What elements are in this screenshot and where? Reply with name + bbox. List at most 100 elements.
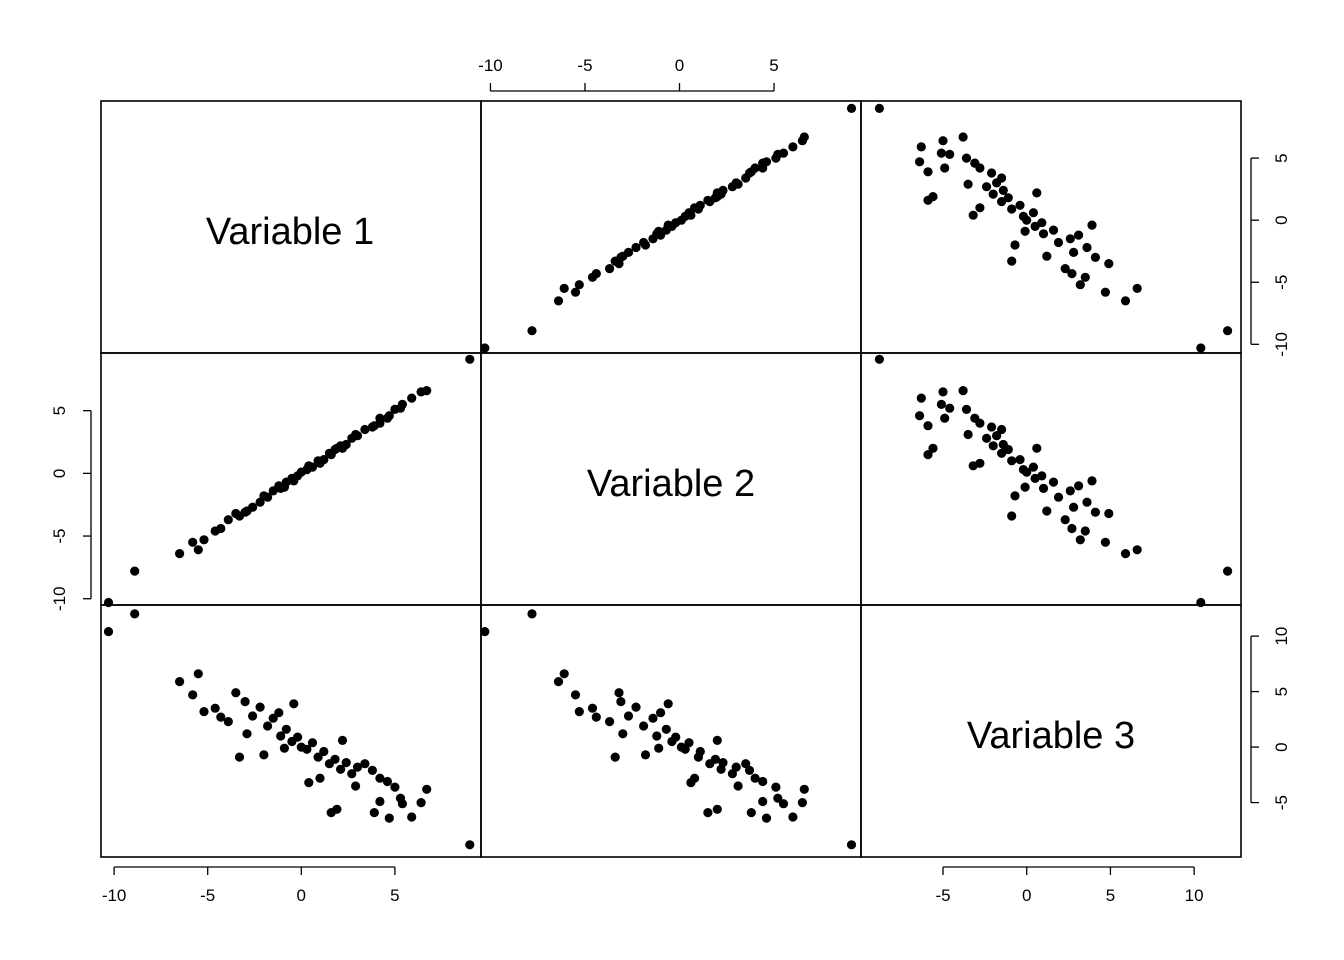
bottom-axis-var1-tick-label-2: 0 <box>297 886 306 905</box>
point-r2-c3-2 <box>1223 566 1233 576</box>
point-r2-c3-51 <box>1010 491 1020 501</box>
point-r1-c3-24 <box>1065 234 1075 244</box>
point-r1-c3-38 <box>982 182 992 192</box>
point-r1-c2-48 <box>663 220 673 230</box>
point-r3-c1-43 <box>375 796 385 807</box>
point-r1-c3-43 <box>940 163 950 173</box>
point-r3-c2-54 <box>733 781 743 791</box>
point-r3-c1-26 <box>281 724 291 734</box>
right-axis-var3-tick-label-2: 5 <box>1272 687 1291 696</box>
point-r2-c3-26 <box>1048 477 1059 487</box>
point-r3-c1-25 <box>276 731 286 741</box>
point-r1-c2-45 <box>778 148 789 158</box>
right-axis-var1-tick-label-3: 5 <box>1272 153 1291 162</box>
point-r3-c2-2 <box>527 609 537 619</box>
diag-label-variable-2: Variable 2 <box>587 463 755 505</box>
point-r2-c1-54 <box>351 429 361 440</box>
point-r2-c3-41 <box>928 443 938 453</box>
point-r3-c2-41 <box>712 804 722 814</box>
point-r1-c2-5 <box>788 142 798 152</box>
point-r3-c2-7 <box>771 782 781 792</box>
point-r3-c2-55 <box>654 743 664 753</box>
point-r2-c3-34 <box>997 448 1007 458</box>
point-r2-c1-50 <box>337 443 348 453</box>
point-r3-c1-17 <box>216 712 226 722</box>
point-r3-c2-0 <box>846 840 857 850</box>
point-r2-c1-11 <box>360 424 370 435</box>
point-r1-c3-41 <box>928 192 938 202</box>
point-r1-c3-1 <box>1196 343 1206 353</box>
point-r2-c3-0 <box>874 354 885 364</box>
point-r3-c1-37 <box>341 758 351 768</box>
point-r1-c2-47 <box>618 251 628 261</box>
point-r3-c1-39 <box>352 762 363 772</box>
point-r2-c3-53 <box>1074 481 1084 491</box>
panel-frame-r3-c3 <box>860 604 1242 858</box>
point-r2-c1-4 <box>422 386 432 396</box>
point-r3-c1-55 <box>279 743 289 753</box>
point-r1-c3-12 <box>1120 296 1131 306</box>
bottom-axis-var3-tick-label-3: 10 <box>1185 886 1204 905</box>
point-r1-c2-40 <box>703 195 713 205</box>
point-r3-c2-10 <box>744 765 755 776</box>
point-r1-c3-7 <box>961 153 972 163</box>
point-r1-c3-15 <box>1075 280 1085 290</box>
point-r3-c2-3 <box>797 798 808 808</box>
point-r1-c2-52 <box>690 203 700 213</box>
point-r3-c1-19 <box>231 688 241 698</box>
point-r1-c2-51 <box>640 240 651 250</box>
point-r1-c2-44 <box>761 157 772 167</box>
point-r3-c2-31 <box>684 738 694 748</box>
point-r3-c1-32 <box>313 752 323 762</box>
points-layer <box>103 103 1233 850</box>
diag-label-variable-1: Variable 1 <box>206 211 374 253</box>
point-r3-c2-19 <box>614 688 624 698</box>
point-r1-c3-19 <box>1104 259 1114 269</box>
top-axis-tick-label-2: 0 <box>675 56 684 75</box>
point-r3-c2-42 <box>746 808 756 818</box>
bottom-axis-var1-tick-label-1: -5 <box>200 886 215 905</box>
point-r1-c3-13 <box>1100 287 1110 297</box>
point-r3-c2-26 <box>661 724 671 734</box>
right-axis-var3-tick-label-3: 10 <box>1272 627 1291 646</box>
point-r3-c2-35 <box>710 754 721 764</box>
point-r3-c1-16 <box>210 703 220 713</box>
point-r3-c2-48 <box>663 699 673 709</box>
point-r1-c3-25 <box>1038 229 1049 239</box>
point-r1-c2-15 <box>574 280 584 290</box>
point-r1-c2-14 <box>559 283 569 293</box>
point-r3-c2-22 <box>631 702 641 712</box>
point-r3-c2-13 <box>570 690 581 700</box>
point-r3-c2-1 <box>480 627 490 637</box>
point-r3-c2-20 <box>616 697 626 707</box>
point-r3-c1-42 <box>369 808 379 818</box>
point-r2-c1-18 <box>223 515 233 525</box>
point-r3-c1-49 <box>304 778 314 788</box>
left-axis-tick-label-1: -5 <box>50 528 69 543</box>
point-r1-c3-6 <box>945 149 955 159</box>
point-r2-c1-15 <box>199 535 209 545</box>
point-r1-c3-49 <box>968 210 978 220</box>
point-r3-c1-4 <box>422 784 432 794</box>
point-r1-c3-10 <box>987 168 997 178</box>
point-r3-c2-37 <box>718 758 728 768</box>
point-r1-c2-18 <box>605 264 615 274</box>
point-r1-c3-14 <box>1132 283 1142 293</box>
point-r1-c3-33 <box>1015 200 1025 210</box>
left-axis-tick-label-3: 5 <box>50 406 69 415</box>
point-r1-c2-46 <box>610 256 620 266</box>
point-r1-c3-31 <box>1028 208 1038 218</box>
panel-frame-r3-c2 <box>480 604 862 858</box>
point-r3-c2-39 <box>731 762 741 772</box>
point-r1-c3-16 <box>1080 272 1090 282</box>
point-r2-c1-40 <box>326 450 336 460</box>
point-r3-c1-35 <box>330 754 340 764</box>
point-r3-c2-11 <box>741 759 751 769</box>
point-r1-c2-55 <box>654 226 664 236</box>
point-r3-c2-15 <box>574 707 584 717</box>
point-r3-c1-13 <box>188 690 198 700</box>
panel-frames <box>100 100 1242 858</box>
point-r1-c2-7 <box>771 153 781 163</box>
point-r3-c1-3 <box>416 798 426 808</box>
point-r2-c3-24 <box>1065 486 1075 496</box>
